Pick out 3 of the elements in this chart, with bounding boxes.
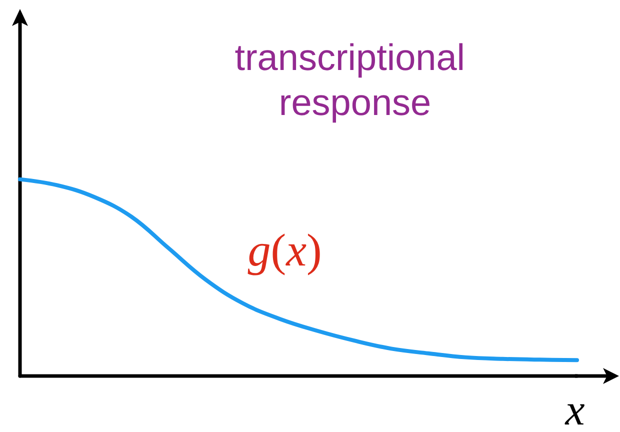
series-label: g(x) — [248, 224, 322, 276]
x-axis-title: x — [564, 386, 586, 432]
chart-title: transcriptional response — [234, 37, 476, 123]
